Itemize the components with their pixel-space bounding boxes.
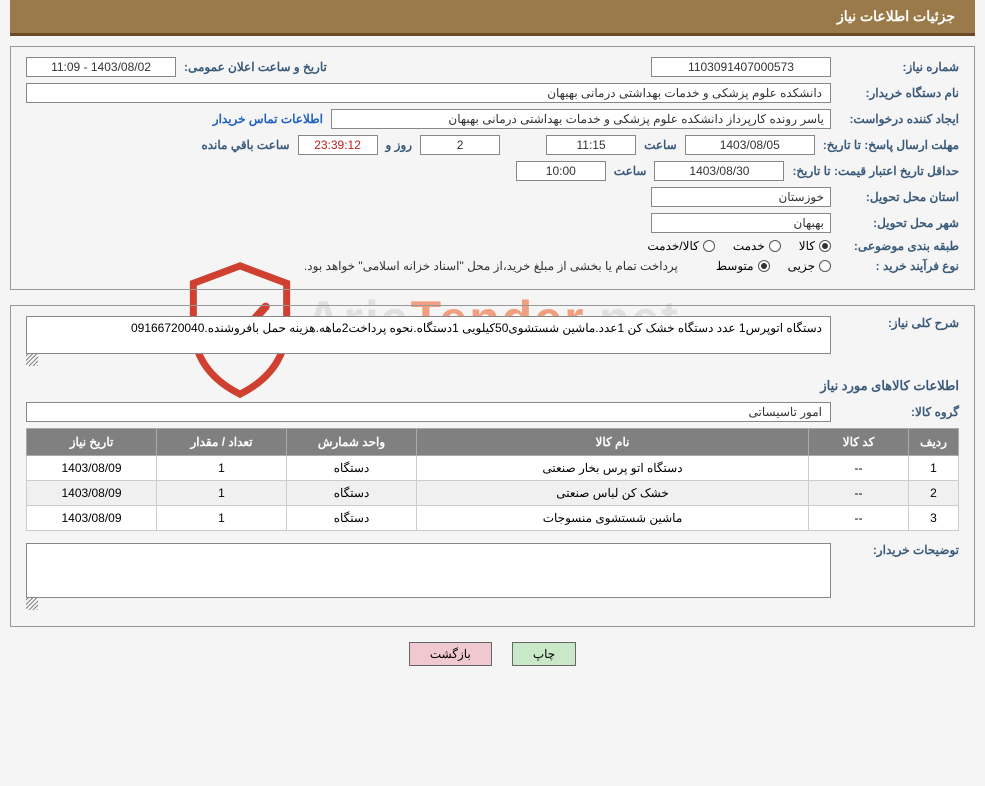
table-cell: دستگاه [287, 506, 417, 531]
days-label: روز و [386, 138, 413, 152]
resize-handle-icon[interactable] [26, 598, 38, 610]
process-type-label: نوع فرآیند خرید : [839, 259, 959, 273]
table-cell: 1403/08/09 [27, 456, 157, 481]
announce-value: 1403/08/02 - 11:09 [26, 57, 176, 77]
requester-value: یاسر رونده کارپرداز دانشکده علوم پزشکی و… [331, 109, 831, 129]
need-number-label: شماره نیاز: [839, 60, 959, 74]
need-number-value: 1103091407000573 [651, 57, 831, 77]
resize-handle-icon[interactable] [26, 354, 38, 366]
table-cell: 1403/08/09 [27, 506, 157, 531]
table-header: واحد شمارش [287, 429, 417, 456]
table-cell: -- [809, 481, 909, 506]
table-cell: 2 [909, 481, 959, 506]
table-row: 3--ماشین شستشوی منسوجاتدستگاه11403/08/09 [27, 506, 959, 531]
price-time: 10:00 [516, 161, 606, 181]
price-validity-label: حداقل تاریخ اعتبار قیمت: تا تاریخ: [792, 164, 959, 178]
radio-jozee[interactable]: جزیی [788, 259, 831, 273]
reply-date: 1403/08/05 [685, 135, 815, 155]
table-row: 1--دستگاه اتو پرس بخار صنعتیدستگاه11403/… [27, 456, 959, 481]
radio-motavaset[interactable]: متوسط [716, 259, 770, 273]
info-panel: شماره نیاز: 1103091407000573 تاریخ و ساع… [10, 46, 975, 290]
table-cell: -- [809, 456, 909, 481]
group-value: امور تاسیساتی [26, 402, 831, 422]
general-desc-label: شرح کلی نیاز: [839, 316, 959, 330]
page-title: جزئیات اطلاعات نیاز [837, 8, 955, 24]
back-button[interactable]: بازگشت [409, 642, 492, 666]
radio-icon [703, 240, 715, 252]
requester-label: ایجاد کننده درخواست: [839, 112, 959, 126]
table-row: 2--خشک کن لباس صنعتیدستگاه11403/08/09 [27, 481, 959, 506]
province-label: استان محل تحویل: [839, 190, 959, 204]
reply-time-label: ساعت [644, 138, 677, 152]
province-value: خوزستان [651, 187, 831, 207]
city-value: بهبهان [651, 213, 831, 233]
table-header: کد کالا [809, 429, 909, 456]
table-cell: 1403/08/09 [27, 481, 157, 506]
items-table: ردیفکد کالانام کالاواحد شمارشتعداد / مقد… [26, 428, 959, 531]
contact-link[interactable]: اطلاعات تماس خریدار [213, 112, 323, 126]
table-cell: ماشین شستشوی منسوجات [417, 506, 809, 531]
radio-khedmat[interactable]: خدمت [733, 239, 781, 253]
classification-radios: کالا خدمت کالا/خدمت [647, 239, 831, 253]
table-cell: 1 [157, 456, 287, 481]
table-header: ردیف [909, 429, 959, 456]
radio-icon [758, 260, 770, 272]
city-label: شهر محل تحویل: [839, 216, 959, 230]
table-cell: 1 [157, 506, 287, 531]
table-cell: خشک کن لباس صنعتی [417, 481, 809, 506]
remain-label: ساعت باقي مانده [201, 138, 289, 152]
reply-time: 11:15 [546, 135, 636, 155]
table-cell: دستگاه [287, 481, 417, 506]
details-panel: شرح کلی نیاز: دستگاه اتوپرس1 عدد دستگاه … [10, 305, 975, 627]
buyer-org-label: نام دستگاه خریدار: [839, 86, 959, 100]
time-remain: 23:39:12 [298, 135, 378, 155]
radio-kala-khedmat[interactable]: کالا/خدمت [647, 239, 714, 253]
group-label: گروه کالا: [839, 405, 959, 419]
radio-icon [819, 260, 831, 272]
table-header: نام کالا [417, 429, 809, 456]
general-desc-value[interactable]: دستگاه اتوپرس1 عدد دستگاه خشک کن 1عدد.ما… [26, 316, 831, 354]
buyer-notes-label: توضیحات خریدار: [839, 543, 959, 557]
radio-icon [769, 240, 781, 252]
page-header: جزئیات اطلاعات نیاز [10, 0, 975, 36]
process-type-radios: جزیی متوسط [716, 259, 831, 273]
announce-label: تاریخ و ساعت اعلان عمومی: [184, 60, 327, 74]
buyer-notes-value[interactable] [26, 543, 831, 598]
print-button[interactable]: چاپ [512, 642, 576, 666]
table-header: تاریخ نیاز [27, 429, 157, 456]
action-buttons: چاپ بازگشت [10, 642, 975, 666]
table-header: تعداد / مقدار [157, 429, 287, 456]
radio-kala[interactable]: کالا [799, 239, 831, 253]
items-heading: اطلاعات کالاهای مورد نیاز [26, 378, 959, 394]
table-cell: 1 [157, 481, 287, 506]
reply-deadline-label: مهلت ارسال پاسخ: تا تاریخ: [823, 138, 959, 152]
table-cell: دستگاه [287, 456, 417, 481]
price-time-label: ساعت [614, 164, 647, 178]
days-remain: 2 [420, 135, 500, 155]
table-cell: دستگاه اتو پرس بخار صنعتی [417, 456, 809, 481]
table-cell: 3 [909, 506, 959, 531]
price-date: 1403/08/30 [654, 161, 784, 181]
table-cell: -- [809, 506, 909, 531]
classification-label: طبقه بندی موضوعی: [839, 239, 959, 253]
radio-icon [819, 240, 831, 252]
buyer-org-value: دانشکده علوم پزشکی و خدمات بهداشتی درمان… [26, 83, 831, 103]
process-note: پرداخت تمام یا بخشی از مبلغ خرید،از محل … [304, 259, 678, 273]
table-cell: 1 [909, 456, 959, 481]
